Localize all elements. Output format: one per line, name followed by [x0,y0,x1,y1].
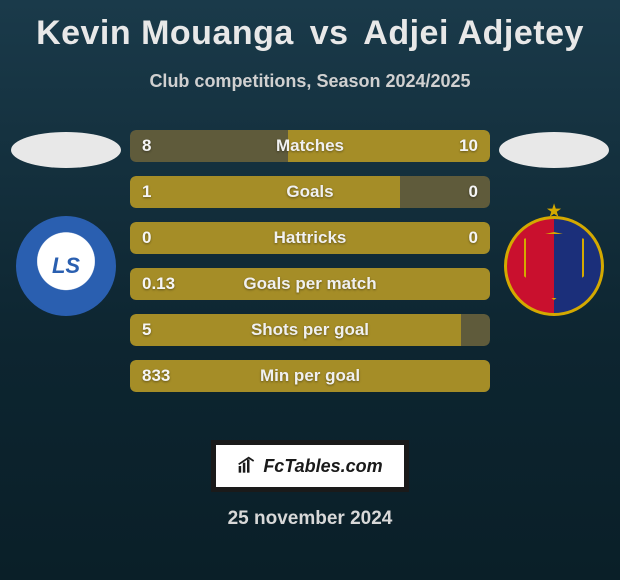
player1-silhouette-icon [11,132,121,168]
player2-name: Adjei Adjetey [363,14,584,52]
snapshot-date: 25 november 2024 [0,508,620,530]
stat-bars: Matches810 Goals10 Hattricks00 Goals per ma… [130,130,490,392]
stat-row: Matches810 [130,130,490,162]
comparison-arena: Matches810 Goals10 Hattricks00 Goals per ma… [0,122,620,422]
brand-card[interactable]: FcTables.com [211,440,409,492]
player2-silhouette-icon [499,132,609,168]
brand-text: FcTables.com [263,456,382,477]
player1-slot [6,122,126,316]
stat-row: Min per goal833 [130,360,490,392]
stat-bar-left [130,268,490,300]
stat-row: Shots per goal5 [130,314,490,346]
stat-row: Goals per match0.13 [130,268,490,300]
stat-bar-left [130,176,400,208]
brand-chart-icon [237,456,257,476]
stat-bar-left [130,314,461,346]
player2-slot [494,122,614,316]
comparison-title: Kevin Mouanga vs Adjei Adjetey [0,0,620,53]
stat-bar-right [288,130,490,162]
stat-row: Hattricks00 [130,222,490,254]
vs-label: vs [310,14,349,52]
stat-bar-left [130,130,288,162]
subtitle: Club competitions, Season 2024/2025 [0,71,620,92]
stat-bar-right [400,176,490,208]
player2-club-badge [504,216,604,316]
stat-bar-left [130,360,490,392]
player1-club-badge [16,216,116,316]
stat-bar-right [310,222,490,254]
stat-bar-right [461,314,490,346]
player1-name: Kevin Mouanga [36,14,294,52]
stat-bar-left [130,222,310,254]
stat-row: Goals10 [130,176,490,208]
basel-shield-icon [524,232,584,300]
